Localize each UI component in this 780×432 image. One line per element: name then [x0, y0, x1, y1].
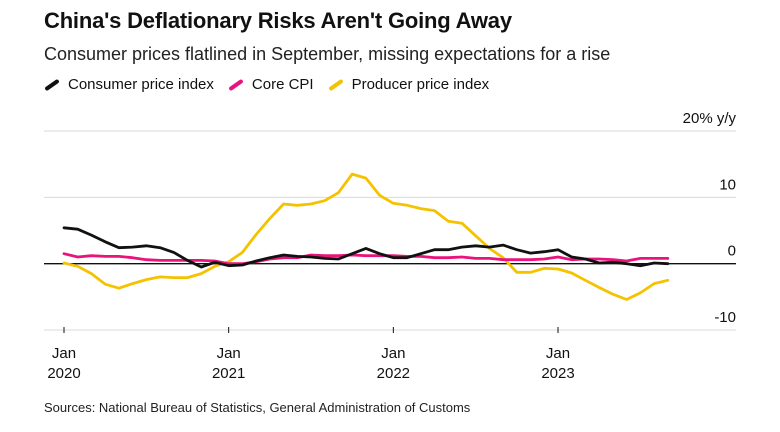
legend-item-ppi: Producer price index [327, 76, 490, 93]
cpi-line [62, 226, 670, 269]
y-tick-label: 10 [719, 176, 736, 193]
chart-subtitle: Consumer prices flatlined in September, … [44, 44, 611, 64]
x-tick-label-month: Jan [217, 345, 241, 362]
legend-label-core-cpi: Core CPI [251, 76, 314, 93]
y-tick-label: -10 [714, 309, 736, 326]
y-tick-label: 20% y/y [683, 110, 737, 127]
legend-item-core-cpi: Core CPI [228, 76, 314, 93]
legend-label-cpi: Consumer price index [68, 76, 214, 93]
y-tick-label: 0 [728, 243, 736, 260]
legend-item-cpi: Consumer price index [44, 76, 214, 93]
x-tick-label-year: 2020 [47, 365, 80, 382]
x-tick-label-year: 2022 [377, 365, 410, 382]
x-tick-label-year: 2023 [541, 365, 574, 382]
source-note: Sources: National Bureau of Statistics, … [44, 400, 471, 415]
core-cpi-line [62, 252, 670, 266]
x-tick-label-month: Jan [381, 345, 405, 362]
legend: Consumer price index Core CPI Producer p… [44, 76, 503, 93]
x-tick-label-month: Jan [52, 345, 76, 362]
legend-label-ppi: Producer price index [351, 76, 490, 93]
chart-title: China's Deflationary Risks Aren't Going … [44, 8, 512, 33]
x-tick-label-year: 2021 [212, 365, 245, 382]
ppi-line [62, 172, 670, 301]
x-tick-label-month: Jan [546, 345, 570, 362]
